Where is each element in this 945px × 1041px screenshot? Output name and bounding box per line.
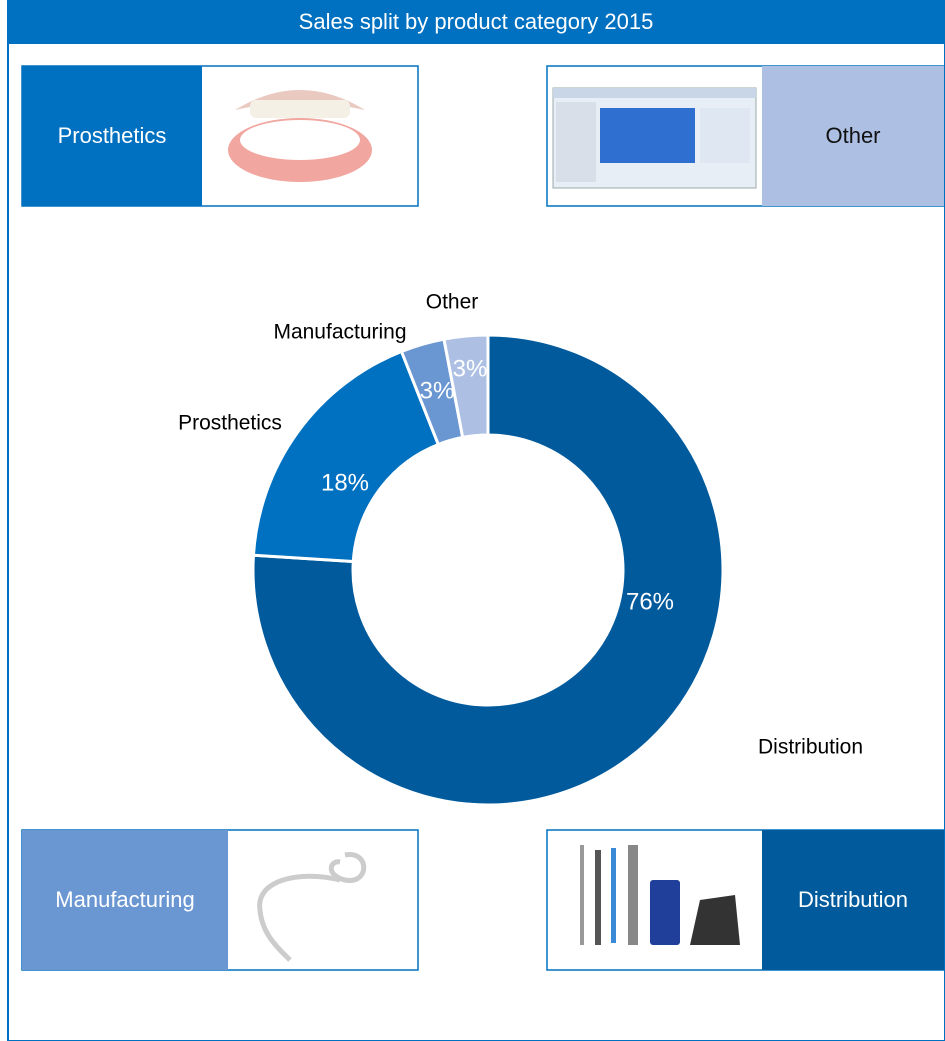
category-label: Manufacturing	[273, 321, 406, 344]
panel: Manufacturing	[21, 829, 419, 971]
category-label: Distribution	[758, 736, 863, 759]
panel-label-bg	[762, 830, 944, 970]
value-label: 76%	[626, 588, 674, 615]
panel-label-bg	[22, 830, 228, 970]
panel-label: Other	[825, 123, 880, 148]
frame	[7, 0, 945, 1041]
panel-label-bg	[762, 66, 944, 206]
donut-slice	[442, 333, 490, 440]
donut-slice	[251, 349, 441, 564]
panel-label: Manufacturing	[55, 887, 194, 912]
wire-image	[257, 852, 367, 962]
tools-image	[580, 845, 740, 945]
panel-label: Prosthetics	[58, 123, 167, 148]
category-label: Other	[426, 291, 479, 314]
panel: Distribution	[546, 829, 945, 971]
header-bar	[8, 0, 945, 44]
value-label: 3%	[420, 377, 455, 404]
denture-image	[228, 90, 372, 182]
donut-slice	[251, 333, 725, 807]
panel: Other	[546, 65, 945, 207]
software-image	[552, 87, 757, 189]
category-label: Prosthetics	[178, 412, 282, 435]
panel-label-bg	[22, 66, 202, 206]
panel: Prosthetics	[21, 65, 419, 207]
value-label: 3%	[453, 355, 488, 382]
chart-title: Sales split by product category 2015	[299, 9, 654, 34]
value-label: 18%	[321, 469, 369, 496]
panel-label: Distribution	[798, 887, 908, 912]
